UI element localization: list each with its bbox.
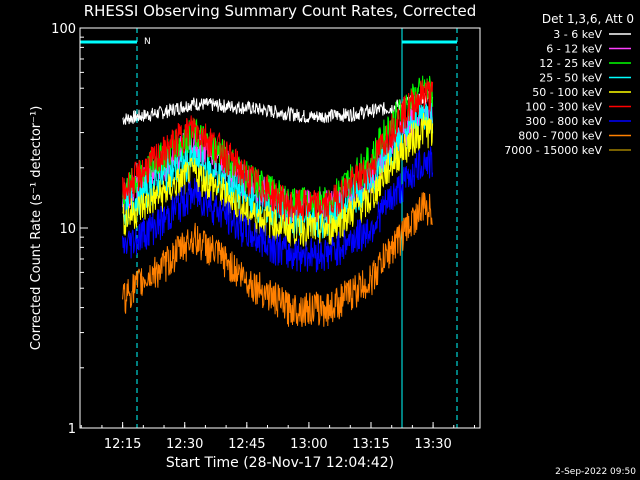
legend-entry-label: 7000 - 15000 keV — [504, 144, 602, 157]
legend-header: Det 1,3,6, Att 0 — [542, 12, 634, 26]
y-tick-label: 100 — [51, 22, 76, 37]
chart-title: RHESSI Observing Summary Count Rates, Co… — [84, 2, 477, 20]
series-line — [122, 112, 434, 248]
legend-entry-label: 300 - 800 keV — [525, 115, 602, 128]
x-tick-label: 13:15 — [352, 437, 389, 452]
x-tick-label: 13:00 — [290, 437, 327, 452]
legend-entry-label: 800 - 7000 keV — [518, 130, 602, 143]
x-tick-label: 12:45 — [228, 437, 265, 452]
legend-entry-label: 12 - 25 keV — [539, 57, 602, 70]
y-tick-label: 1 — [68, 422, 76, 437]
timestamp: 2-Sep-2022 09:50 — [555, 467, 636, 477]
x-axis-label: Start Time (28-Nov-17 12:04:42) — [166, 455, 394, 471]
x-tick-label: 12:15 — [104, 437, 141, 452]
legend-entry-label: 50 - 100 keV — [532, 86, 602, 99]
series-line — [122, 146, 434, 273]
legend-entry-label: 6 - 12 keV — [546, 43, 602, 56]
x-tick-label: 13:30 — [414, 437, 451, 452]
legend-entry-label: 25 - 50 keV — [539, 72, 602, 85]
legend-entry-label: 3 - 6 keV — [553, 28, 602, 41]
series-line — [122, 192, 433, 327]
legend-entry-label: 100 - 300 keV — [525, 101, 602, 114]
y-axis-label: Corrected Count Rate (s⁻¹ detector⁻¹) — [29, 106, 44, 351]
plot-area: N 12:15 12:30 12:45 13:00 13:15 13:30 1 10 100 — [51, 22, 481, 452]
flag-label-n: N — [144, 37, 151, 47]
series-line — [122, 80, 434, 225]
y-tick-label: 10 — [59, 222, 76, 237]
series-line — [122, 91, 434, 125]
x-tick-label: 12:30 — [166, 437, 203, 452]
